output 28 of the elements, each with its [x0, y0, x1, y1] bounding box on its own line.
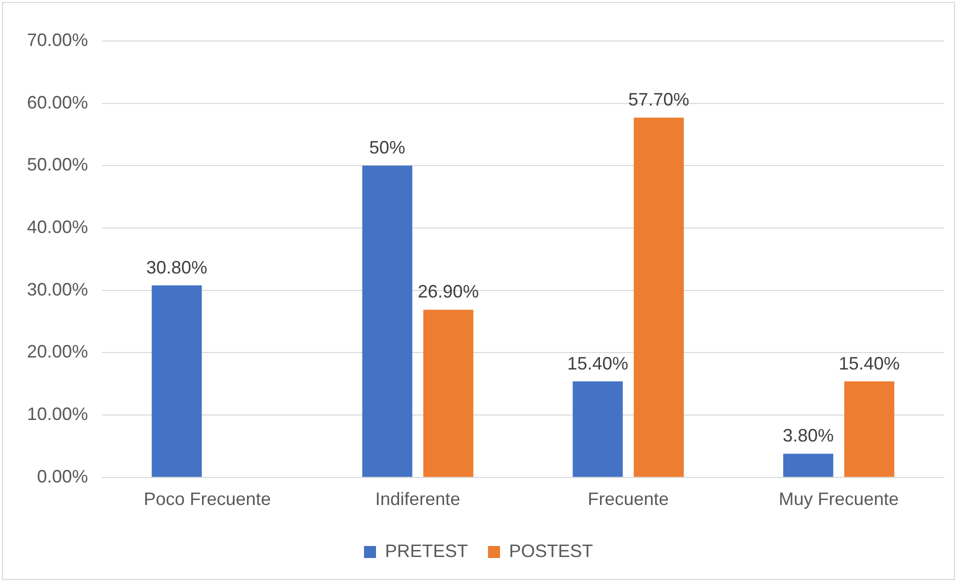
data-label: 3.80%	[782, 426, 834, 446]
data-label: 57.70%	[628, 90, 690, 110]
data-label: 15.40%	[567, 353, 628, 374]
y-tick-label: 60.00%	[26, 92, 88, 112]
legend-label: POSTEST	[509, 540, 594, 561]
y-tick-label: 10.00%	[26, 404, 88, 424]
bar	[572, 381, 623, 477]
x-tick-label: Frecuente	[588, 489, 669, 510]
x-tick-label: Muy Frecuente	[778, 489, 899, 510]
bar	[634, 118, 684, 477]
bar	[362, 166, 412, 477]
data-label: 26.90%	[418, 282, 479, 302]
bar	[152, 285, 202, 477]
y-tick-label: 20.00%	[26, 342, 88, 362]
x-tick-label: Indiferente	[375, 489, 460, 510]
data-label: 15.40%	[838, 353, 900, 374]
y-tick-label: 50.00%	[26, 154, 88, 175]
data-label: 30.80%	[146, 257, 208, 278]
y-tick-label: 40.00%	[26, 216, 88, 237]
y-tick-label: 70.00%	[26, 30, 88, 50]
legend-label: PRETEST	[384, 540, 468, 561]
bar	[423, 310, 474, 477]
bar	[783, 454, 834, 477]
x-tick-label: Poco Frecuente	[144, 489, 271, 510]
data-label: 50%	[369, 138, 406, 158]
y-tick-label: 0.00%	[37, 466, 88, 486]
y-tick-label: 30.00%	[26, 279, 88, 300]
bar	[844, 381, 894, 477]
